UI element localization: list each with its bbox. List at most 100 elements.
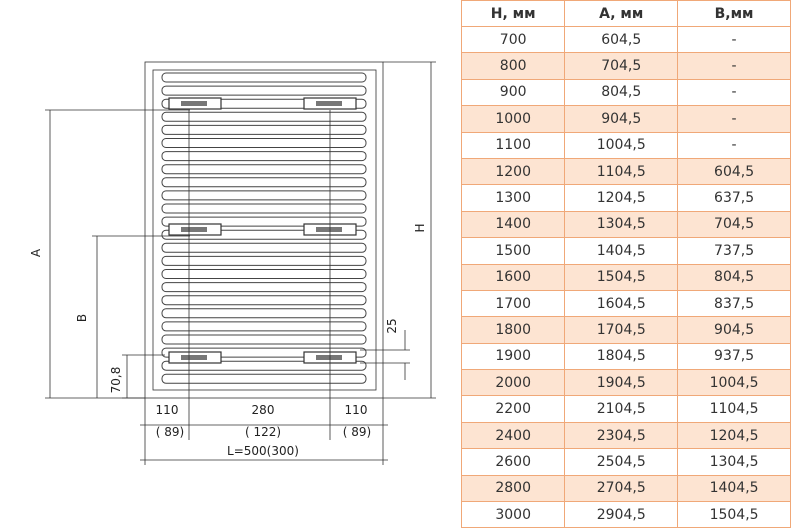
row: 1300 1204,5 637,5: [460, 184, 791, 212]
cell: 2200: [460, 395, 566, 423]
cell: 1800: [460, 316, 566, 344]
cell: 3000: [460, 501, 566, 528]
cell: 804,5: [677, 263, 791, 291]
row: 1900 1804,5 937,5: [460, 342, 791, 371]
row: 2000 1904,5 1004,5: [460, 369, 791, 397]
cell: 1104,5: [564, 157, 679, 186]
dim-25: 25: [385, 318, 399, 333]
cell: -: [677, 52, 791, 80]
dim-middle: 280: [252, 403, 275, 417]
header-cell: H, мм: [460, 0, 566, 27]
fin: [161, 190, 367, 201]
fin: [161, 308, 367, 319]
row: 1200 1104,5 604,5: [460, 157, 791, 186]
cell: 1204,5: [564, 184, 679, 212]
cell: 1404,5: [677, 474, 791, 503]
fin: [161, 334, 367, 345]
cell: 2104,5: [564, 395, 679, 423]
fin: [161, 295, 367, 306]
row: 2400 2304,5 1204,5: [460, 421, 791, 450]
cell: 2800: [460, 474, 566, 503]
fin: [161, 124, 367, 135]
fin: [161, 138, 367, 148]
fin: [161, 321, 367, 332]
row: 1700 1604,5 837,5: [460, 289, 791, 318]
cell: 1700: [460, 289, 566, 318]
cell: 900: [460, 78, 566, 107]
dim-length: L=500(300): [227, 444, 299, 458]
bracket-slot: [316, 227, 342, 232]
cell: 604,5: [677, 157, 791, 186]
cell: 904,5: [677, 316, 791, 344]
dim-offset: 70,8: [109, 367, 123, 394]
fin: [161, 373, 367, 384]
cell: -: [677, 78, 791, 107]
cell: 1304,5: [677, 448, 791, 476]
row: 1100 1004,5-: [460, 131, 791, 159]
fin: [161, 282, 367, 293]
dim-left-alt: ( 89): [156, 425, 184, 439]
bracket-slot: [316, 101, 342, 106]
dimension-lines: [45, 61, 436, 465]
cell: 2704,5: [564, 474, 679, 503]
header-cell: A, мм: [564, 0, 679, 27]
row: 1000 904,5-: [460, 105, 791, 133]
cell: 1704,5: [564, 316, 679, 344]
row: 800 704,5-: [460, 52, 791, 80]
cell: -: [677, 105, 791, 133]
drawing: A B H 25 70,8 110 280 110 ( 89) ( 122) (…: [29, 61, 436, 465]
cell: 804,5: [564, 78, 679, 107]
dim-left: 110: [156, 403, 179, 417]
cell: 1504,5: [677, 501, 791, 528]
cell: 1900: [460, 342, 566, 371]
size-table: H, мм A, мм B,мм 700 604,5-800 704,5-900 804,5…: [460, 0, 791, 528]
bracket-slot: [181, 355, 207, 360]
cell: -: [677, 131, 791, 159]
fin: [161, 85, 367, 96]
cell: 937,5: [677, 342, 791, 371]
cell: 637,5: [677, 184, 791, 212]
cell: -: [677, 25, 791, 54]
cell: 604,5: [564, 25, 679, 54]
cell: 904,5: [564, 105, 679, 133]
cell: 2304,5: [564, 421, 679, 450]
row: 1800 1704,5 904,5: [460, 316, 791, 344]
cell: 704,5: [564, 52, 679, 80]
cell: 2000: [460, 369, 566, 397]
row: 1400 1304,5 704,5: [460, 210, 791, 239]
cell: 2600: [460, 448, 566, 476]
cell: 1300: [460, 184, 566, 212]
dim-right-alt: ( 89): [343, 425, 371, 439]
cell: 1604,5: [564, 289, 679, 318]
row: 2600 2504,5 1304,5: [460, 448, 791, 476]
cell: 1904,5: [564, 369, 679, 397]
cell: 1400: [460, 210, 566, 239]
cell: 1500: [460, 237, 566, 265]
dim-right: 110: [345, 403, 368, 417]
cell: 2904,5: [564, 501, 679, 528]
cell: 2400: [460, 421, 566, 450]
cell: 1600: [460, 263, 566, 291]
header-cell: B,мм: [677, 0, 791, 27]
fin: [161, 72, 367, 83]
dim-middle-alt: ( 122): [245, 425, 281, 439]
cell: 1204,5: [677, 421, 791, 450]
cell: 1404,5: [564, 237, 679, 265]
dim-h: H: [413, 223, 427, 232]
row: 900 804,5-: [460, 78, 791, 107]
cell: 737,5: [677, 237, 791, 265]
fin: [161, 111, 367, 122]
dim-a: A: [29, 248, 43, 257]
fin: [161, 203, 367, 214]
radiator: [144, 61, 384, 399]
row: 3000 2904,5 1504,5: [460, 501, 791, 528]
bracket-slot: [316, 355, 342, 360]
row: 700 604,5-: [460, 25, 791, 54]
cell: 1004,5: [677, 369, 791, 397]
cell: 1804,5: [564, 342, 679, 371]
fin: [161, 255, 367, 266]
cell: 1504,5: [564, 263, 679, 291]
bracket-slot: [181, 227, 207, 232]
row: 2200 2104,5 1104,5: [460, 395, 791, 423]
